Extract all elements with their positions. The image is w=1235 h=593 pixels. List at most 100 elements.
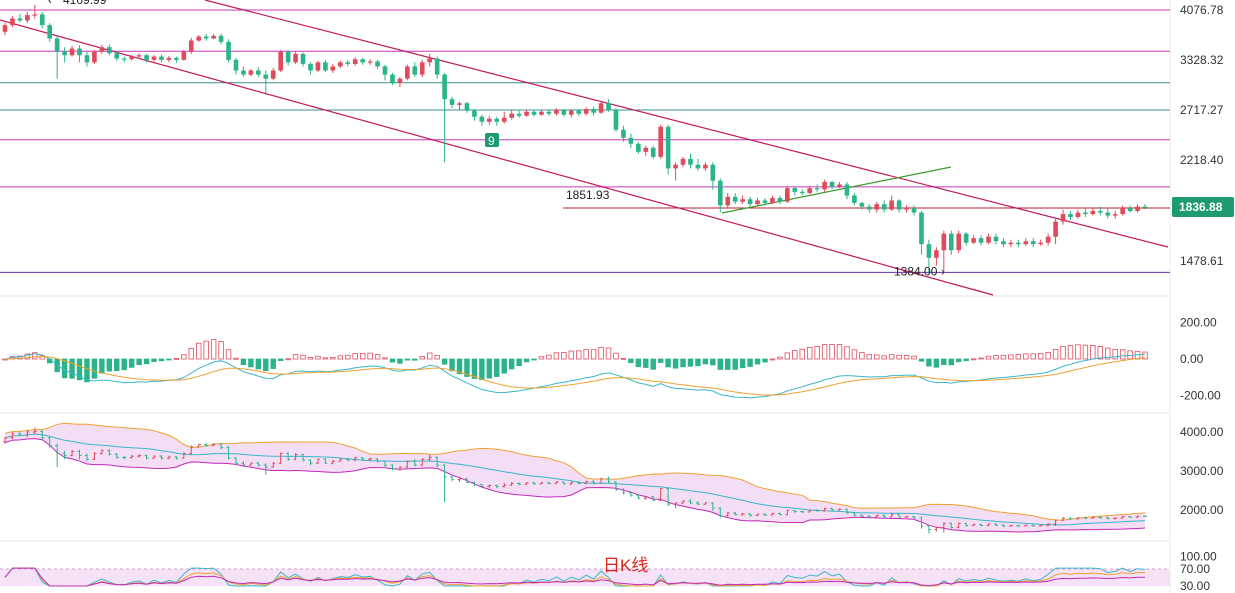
macd-histogram-bar <box>345 354 351 360</box>
candle-body <box>196 36 202 41</box>
candle-body <box>606 103 611 110</box>
macd-histogram-bar <box>747 358 753 367</box>
annotation-level: 1851.93 <box>566 188 610 202</box>
candle-body <box>837 184 842 187</box>
candle-body <box>1120 208 1125 215</box>
candle-body <box>665 126 671 169</box>
macd-histogram-bar <box>531 358 537 361</box>
candle-body <box>263 74 269 79</box>
macd-histogram-bar <box>181 354 187 360</box>
macd-histogram-bar <box>784 352 791 360</box>
macd-histogram-bar <box>1097 346 1104 360</box>
candle-body <box>285 51 291 63</box>
candle-body <box>1038 242 1043 245</box>
macd-histogram-bar <box>352 353 358 360</box>
candle-body <box>1001 241 1006 245</box>
candle-body <box>948 233 954 251</box>
macd-histogram-bar <box>635 358 642 368</box>
candle-body <box>673 164 678 169</box>
candle-body <box>710 164 716 181</box>
candle-body <box>427 58 433 63</box>
macd-histogram-bar <box>158 358 165 362</box>
candle-body <box>539 111 544 115</box>
macd-histogram-bar <box>367 352 373 360</box>
candle-body <box>107 47 112 54</box>
candle-body <box>844 184 850 196</box>
boll-upper-line <box>4 422 1146 521</box>
candle-body <box>412 66 418 75</box>
macd-histogram-bar <box>240 358 247 365</box>
current-price-tag <box>1172 197 1234 217</box>
candle-body <box>703 164 708 169</box>
macd-histogram-bar <box>777 356 783 360</box>
macd-histogram-bar <box>233 357 239 360</box>
candle-body <box>174 57 179 60</box>
macd-histogram-bar <box>218 341 224 360</box>
macd-histogram-bar <box>389 358 396 363</box>
candle-body <box>732 196 738 202</box>
candle-body <box>375 61 380 67</box>
boll-lower-line <box>4 438 1146 533</box>
macd-histogram-bar <box>941 358 947 366</box>
price-tick-label: 1478.61 <box>1180 254 1224 268</box>
candle-body <box>84 55 90 63</box>
candle-body <box>554 109 559 114</box>
macd-histogram-bar <box>985 355 992 360</box>
macd-histogram-bar <box>464 358 470 377</box>
macd-histogram-bar <box>188 347 194 360</box>
candle-body <box>717 180 723 206</box>
macd-histogram-bar <box>1030 353 1036 360</box>
macd-histogram-bar <box>166 358 172 361</box>
candle-body <box>792 188 798 192</box>
candle-body <box>188 40 194 52</box>
candle-body <box>1068 214 1073 218</box>
candle-body <box>785 188 790 202</box>
macd-histogram-bar <box>24 353 31 360</box>
background-layer <box>0 0 1171 593</box>
candle-body <box>516 113 522 116</box>
candle-body <box>621 129 626 138</box>
macd-histogram-bar <box>620 357 627 360</box>
macd-histogram-bar <box>739 358 746 369</box>
candle-body <box>25 15 30 21</box>
candle-body <box>345 62 351 64</box>
candle-body <box>382 66 388 75</box>
y-axis-layer: 4076.78 3328.32 2717.27 2218.40 1478.61 200.0… <box>1172 3 1234 593</box>
candle-body <box>501 117 507 122</box>
rsi-24-line <box>4 567 1146 587</box>
macd-histogram-bar <box>404 358 411 361</box>
candle-body <box>1053 221 1058 237</box>
macd-histogram-bar <box>225 349 232 360</box>
candle-body <box>911 208 917 213</box>
macd-histogram-bar <box>1082 344 1089 360</box>
macd-histogram-bar <box>270 358 276 369</box>
chart-title: 日K线 <box>603 556 648 575</box>
macd-histogram-bar <box>128 358 135 368</box>
candle-body <box>181 51 187 60</box>
candle-body <box>323 62 328 71</box>
macd-histogram-bar <box>255 358 262 370</box>
annotation-high: 4109.99 <box>63 0 107 7</box>
macd-histogram-bar <box>814 346 820 360</box>
candle-body <box>77 48 82 56</box>
candle-body <box>1135 206 1140 212</box>
macd-histogram-bar <box>680 358 686 368</box>
candle-body <box>1030 241 1036 245</box>
macd-histogram-bar <box>590 349 597 360</box>
candle-body <box>330 66 336 71</box>
candle-body <box>725 196 731 206</box>
candle-body <box>62 51 67 56</box>
rsi-panel <box>0 567 1170 587</box>
price-tick-label: 2218.40 <box>1180 153 1224 167</box>
boll-tick-label: 2000.00 <box>1180 503 1224 517</box>
candle-body <box>434 58 440 75</box>
macd-histogram-bar <box>561 351 567 360</box>
macd-histogram-bar <box>91 358 98 379</box>
candle-body <box>1023 241 1029 245</box>
macd-histogram-bar <box>725 358 731 370</box>
macd-histogram-bar <box>903 355 910 360</box>
candle-body <box>300 53 306 64</box>
candle-body <box>807 188 813 194</box>
